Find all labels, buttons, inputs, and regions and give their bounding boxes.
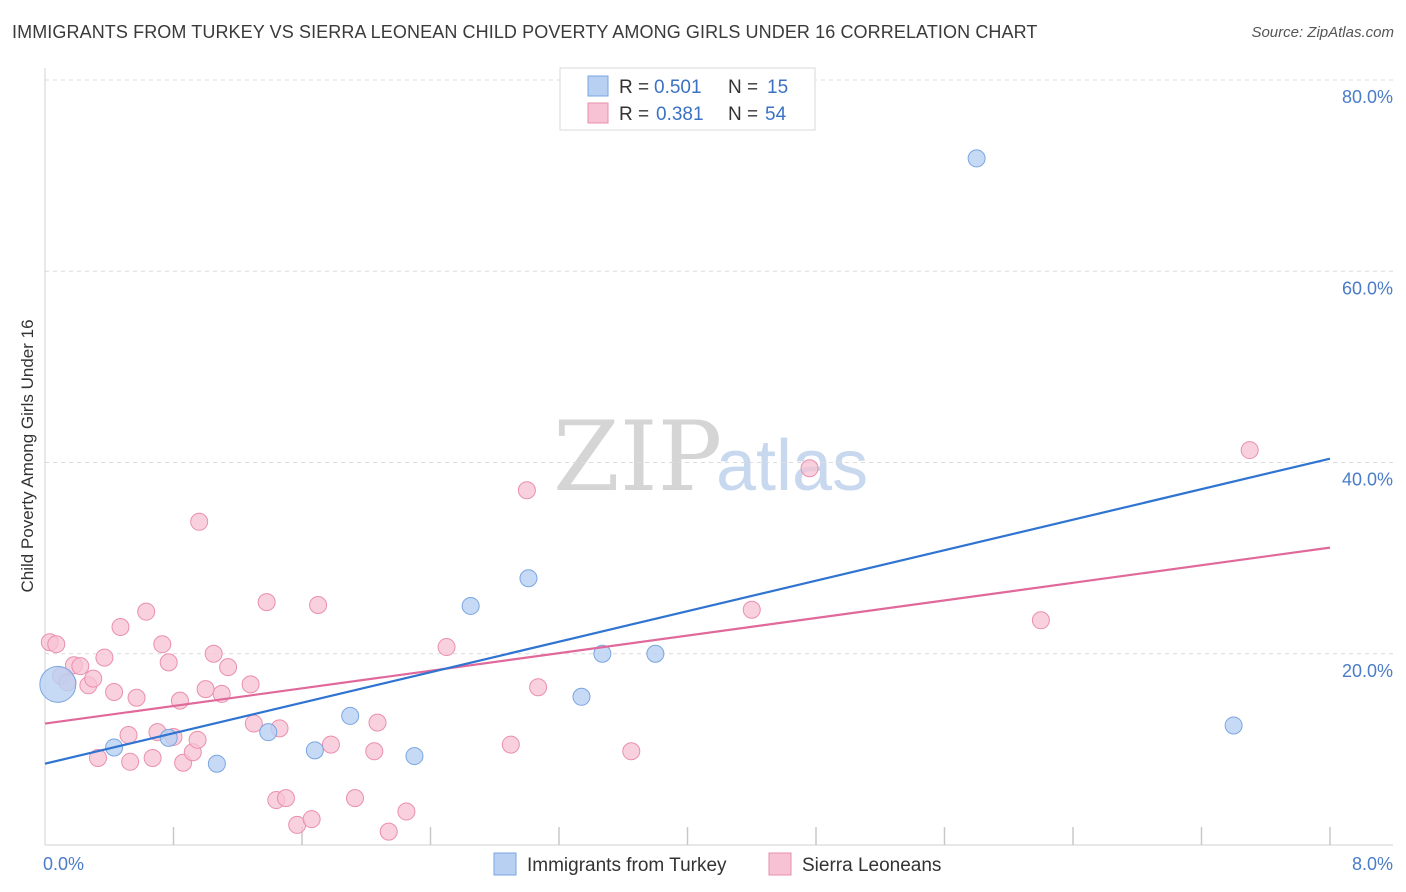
point-sierra-leoneans-39 <box>346 789 365 808</box>
point-sierra-leoneans-15 <box>137 602 156 621</box>
y-tick-label-0: 20.0% <box>1342 661 1393 681</box>
point-sierra-leoneans-12 <box>119 726 138 745</box>
source-label: Source: ZipAtlas.com <box>1251 24 1394 41</box>
point-sierra-leoneans-11 <box>111 617 130 636</box>
point-immigrants-from-turkey-6 <box>341 706 360 725</box>
point-sierra-leoneans-46 <box>517 481 536 500</box>
series-legend-label-sierra: Sierra Leoneans <box>802 855 941 876</box>
watermark-zip: ZIP <box>553 401 722 513</box>
point-sierra-leoneans-51 <box>1031 611 1050 630</box>
point-sierra-leoneans-25 <box>196 680 215 699</box>
point-sierra-leoneans-42 <box>379 822 398 841</box>
point-sierra-leoneans-28 <box>219 658 238 677</box>
point-sierra-leoneans-13 <box>121 752 140 771</box>
legend-r-label-2: R = <box>619 104 649 125</box>
point-sierra-leoneans-26 <box>204 644 223 663</box>
point-immigrants-from-turkey-7 <box>405 747 424 766</box>
stats-legend: R = 0.501 N = 15 R = 0.381 N = 54 <box>559 67 816 131</box>
trend-line-sierra-leoneans <box>44 546 1331 725</box>
point-immigrants-from-turkey-13 <box>967 149 986 168</box>
point-immigrants-from-turkey-10 <box>572 687 591 706</box>
point-sierra-leoneans-8 <box>89 748 108 767</box>
point-sierra-leoneans-18 <box>153 635 172 654</box>
series-legend-label-turkey: Immigrants from Turkey <box>527 855 727 876</box>
point-sierra-leoneans-16 <box>143 748 162 767</box>
point-sierra-leoneans-9 <box>95 648 114 667</box>
point-sierra-leoneans-53 <box>188 730 207 749</box>
point-sierra-leoneans-24 <box>190 512 209 531</box>
series-immigrants-from-turkey-points <box>39 149 1243 773</box>
legend-n-value-2: 54 <box>765 104 787 125</box>
point-sierra-leoneans-19 <box>159 653 178 672</box>
point-immigrants-from-turkey-9 <box>519 569 538 588</box>
grid-lines <box>45 79 1393 655</box>
point-sierra-leoneans-36 <box>302 810 321 829</box>
point-sierra-leoneans-40 <box>365 742 384 761</box>
point-sierra-leoneans-50 <box>800 459 819 478</box>
legend-r-value-2: 0.381 <box>656 104 704 125</box>
point-immigrants-from-turkey-3 <box>207 754 226 773</box>
y-tick-label-1: 40.0% <box>1342 470 1393 490</box>
legend-n-label-1: N = <box>728 77 758 98</box>
point-immigrants-from-turkey-11 <box>593 644 612 663</box>
point-sierra-leoneans-10 <box>105 683 124 701</box>
y-tick-label-2: 60.0% <box>1342 278 1393 298</box>
x-tick-label-1: 8.0% <box>1352 854 1393 874</box>
point-sierra-leoneans-38 <box>321 735 340 754</box>
point-immigrants-from-turkey-8 <box>461 596 480 615</box>
series-sierra-leoneans-points <box>40 441 1259 841</box>
point-sierra-leoneans-47 <box>529 678 548 697</box>
point-sierra-leoneans-7 <box>84 669 103 688</box>
legend-r-value-1: 0.501 <box>654 77 702 98</box>
trend-line-immigrants-from-turkey <box>44 457 1331 765</box>
point-sierra-leoneans-43 <box>397 802 416 821</box>
series-legend: Immigrants from Turkey Sierra Leoneans <box>493 852 941 876</box>
point-sierra-leoneans-41 <box>368 713 387 732</box>
point-immigrants-from-turkey-12 <box>646 644 665 663</box>
legend-r-label-1: R = <box>619 77 649 98</box>
series-legend-swatch-sierra <box>768 852 792 876</box>
trend-lines <box>44 457 1331 765</box>
legend-n-label-2: N = <box>728 104 758 125</box>
point-sierra-leoneans-44 <box>437 638 456 657</box>
point-sierra-leoneans-52 <box>1240 441 1259 460</box>
point-sierra-leoneans-14 <box>127 688 146 707</box>
x-axis-ticks <box>172 827 1331 845</box>
point-immigrants-from-turkey-14 <box>1224 716 1243 735</box>
legend-swatch-blue <box>587 75 609 97</box>
point-sierra-leoneans-1 <box>47 635 66 654</box>
point-sierra-leoneans-34 <box>276 789 295 808</box>
chart-title: IMMIGRANTS FROM TURKEY VS SIERRA LEONEAN… <box>12 22 1038 42</box>
point-sierra-leoneans-48 <box>622 742 641 761</box>
series-legend-swatch-turkey <box>493 852 517 876</box>
x-axis-tick-labels: 0.0% 8.0% <box>43 854 1393 874</box>
point-sierra-leoneans-5 <box>71 657 90 676</box>
y-axis-title: Child Poverty Among Girls Under 16 <box>18 319 37 592</box>
point-sierra-leoneans-49 <box>742 600 761 619</box>
legend-swatch-pink <box>587 102 609 124</box>
point-sierra-leoneans-45 <box>501 735 520 754</box>
point-sierra-leoneans-31 <box>257 593 276 612</box>
point-sierra-leoneans-37 <box>309 595 328 614</box>
watermark-atlas: atlas <box>716 426 868 506</box>
point-immigrants-from-turkey-5 <box>305 741 324 760</box>
x-tick-label-0: 0.0% <box>43 854 84 874</box>
legend-n-value-1: 15 <box>767 77 788 98</box>
point-immigrants-from-turkey-0 <box>39 665 77 703</box>
point-immigrants-from-turkey-4 <box>259 723 278 742</box>
y-axis-tick-labels: 20.0% 40.0% 60.0% 80.0% <box>1342 87 1393 681</box>
y-tick-label-3: 80.0% <box>1342 87 1393 107</box>
point-sierra-leoneans-29 <box>241 675 260 694</box>
